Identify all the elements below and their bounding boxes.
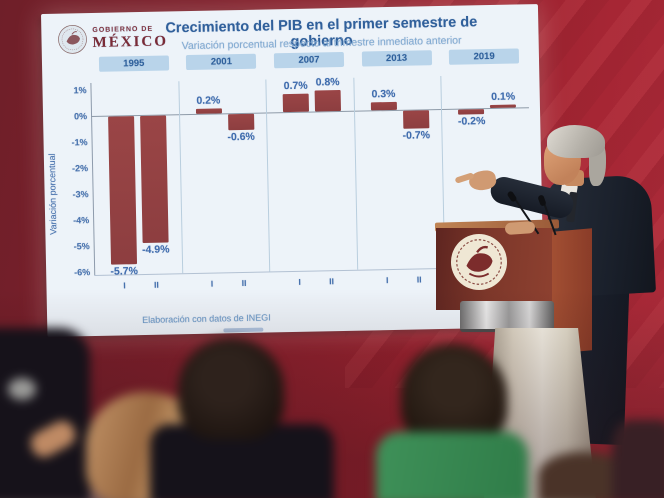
audience-blob-corner — [612, 420, 664, 498]
camera-silhouette — [0, 328, 90, 498]
projection-screen: GOBIERNO DE MÉXICO Crecimiento del PIB e… — [41, 4, 545, 337]
audience-head-hoodie — [401, 344, 507, 446]
speaker-hair — [547, 125, 605, 158]
audience-head-dark-hair — [178, 338, 284, 440]
gobierno-de-mexico-logo: GOBIERNO DE MÉXICO — [57, 22, 168, 54]
mexico-seal-icon — [57, 24, 88, 55]
audience-green-hoodie — [376, 432, 528, 498]
mexico-coat-of-arms — [450, 233, 508, 291]
slide: GOBIERNO DE MÉXICO Crecimiento del PIB e… — [41, 4, 544, 337]
camera-lens — [8, 378, 36, 400]
